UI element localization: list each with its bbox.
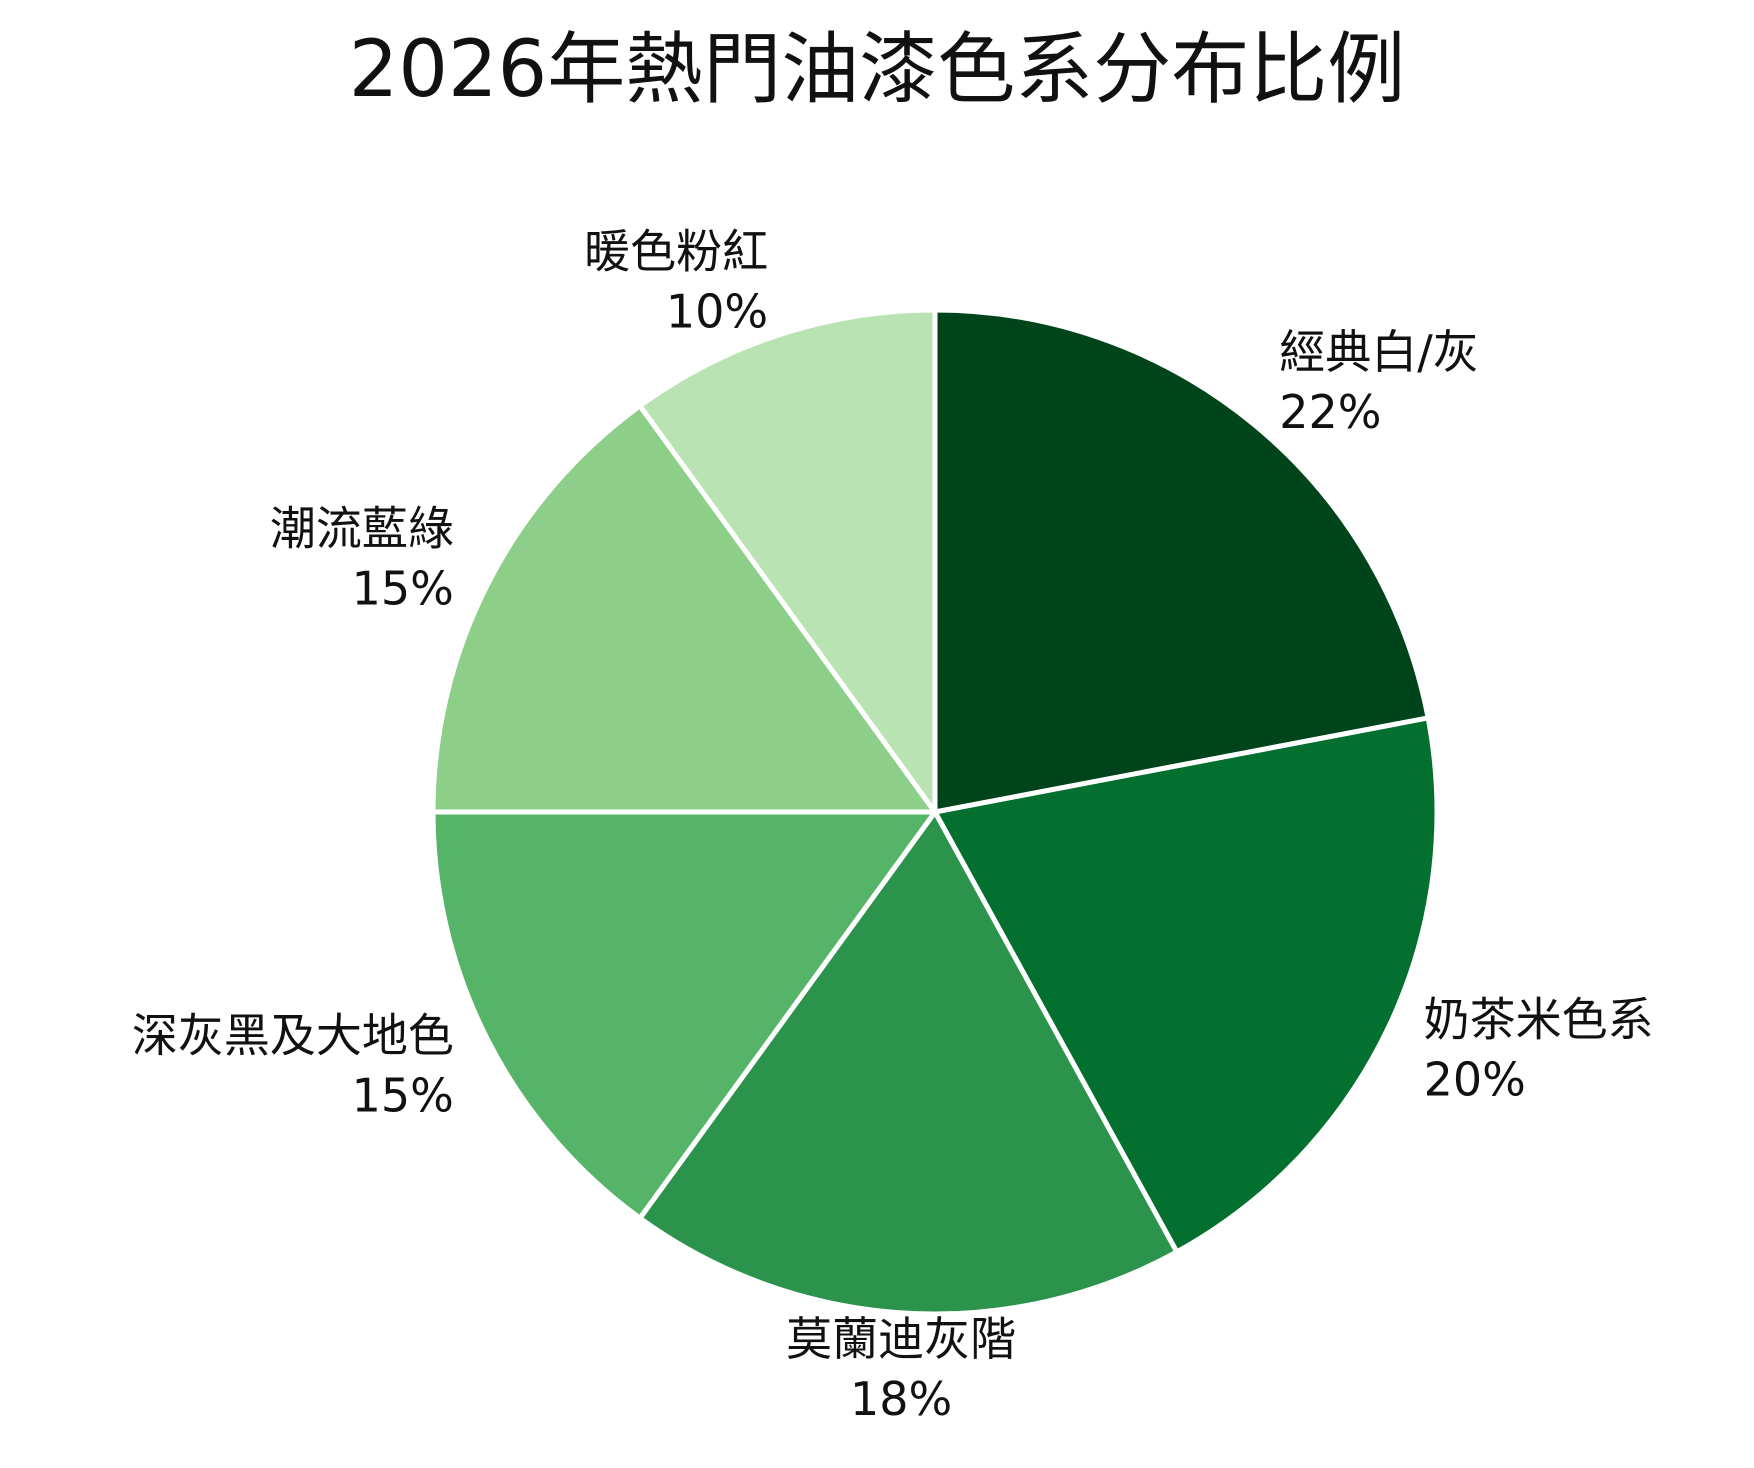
chart-title: 2026年熱門油漆色系分布比例 (348, 25, 1406, 115)
pie-slice (637, 307, 938, 815)
slice-percent-label: 18% (850, 1372, 952, 1426)
pie-slice (430, 809, 938, 1221)
slice-label: 暖色粉紅 (584, 224, 768, 278)
pie-slice (932, 307, 1431, 815)
pie-slice (932, 715, 1440, 1255)
pie-slices (430, 307, 1440, 1317)
slice-percent-label: 15% (352, 562, 454, 616)
slice-percent-label: 20% (1424, 1053, 1526, 1107)
slice-percent-label: 10% (666, 284, 768, 338)
pie-slice (430, 403, 938, 815)
slice-label: 奶茶米色系 (1424, 993, 1654, 1047)
slice-label: 莫蘭迪灰階 (786, 1312, 1016, 1366)
slice-percent-label: 15% (352, 1068, 454, 1122)
slice-label: 潮流藍綠 (270, 502, 454, 556)
pie-slice (637, 809, 1180, 1317)
pie-labels: 經典白/灰 22% 奶茶米色系 20% 莫蘭迪灰階 18% 深灰黑及大地色 15% 潮流藍綠 15… (132, 224, 1654, 1426)
slice-label: 深灰黑及大地色 (132, 1008, 454, 1062)
slice-percent-label: 22% (1279, 385, 1381, 439)
slice-label: 經典白/灰 (1279, 325, 1479, 379)
